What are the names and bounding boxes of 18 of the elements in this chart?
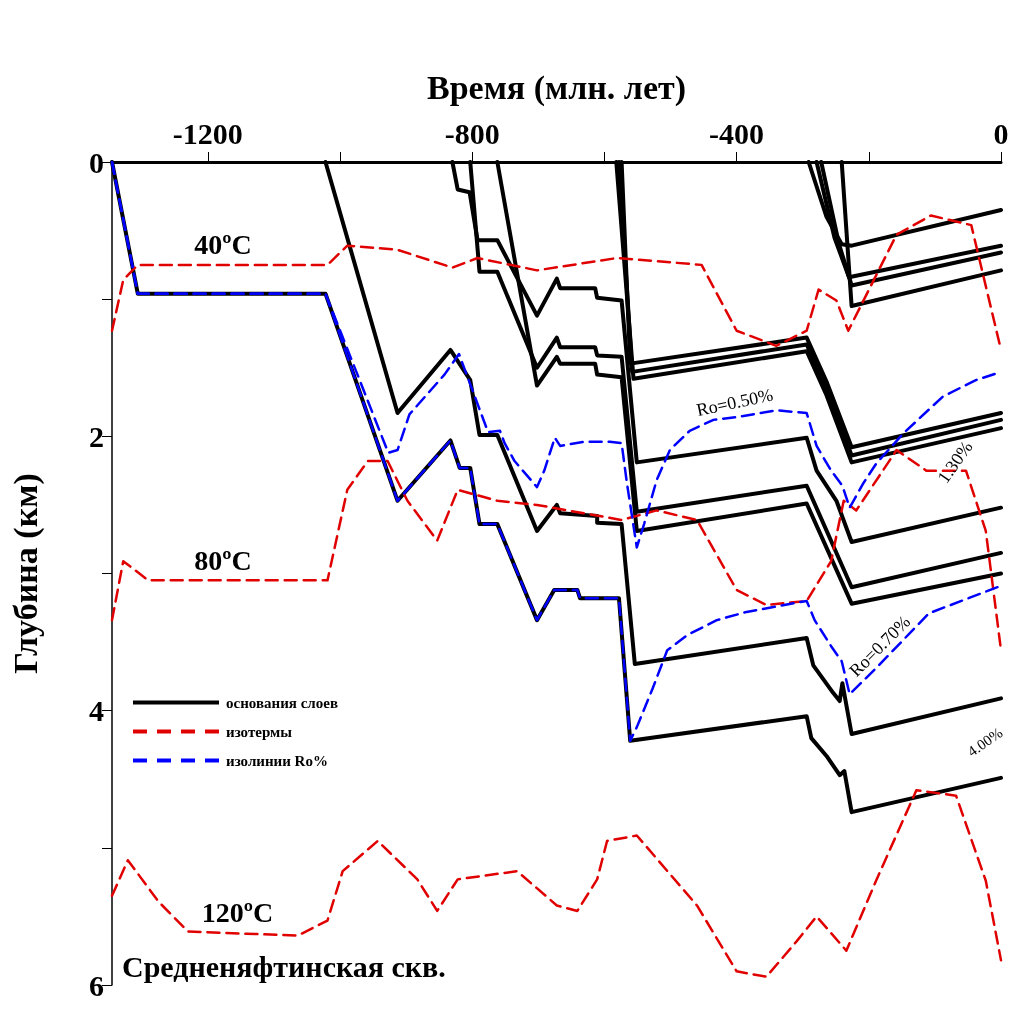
x-tick-label: -1200 <box>172 116 243 150</box>
x-tick-label: -400 <box>709 116 765 150</box>
y-tick-label: 0 <box>89 145 104 179</box>
y-tick-label: 6 <box>89 968 104 1002</box>
annotation: Ro=0.50% <box>694 384 775 421</box>
y-tick-label: 4 <box>89 694 104 728</box>
legend-label: основания слоев <box>226 694 339 711</box>
legend-label: изолинии Ro% <box>226 752 328 769</box>
legend-label: изотермы <box>226 723 293 740</box>
x-axis-title: Время (млн. лет) <box>426 68 687 107</box>
annotation: 80ºC <box>194 544 252 576</box>
x-tick-label: 0 <box>993 116 1009 150</box>
x-tick-label: -800 <box>444 116 500 150</box>
annotation: Средненяфтинская скв. <box>122 949 446 983</box>
annotation: 120ºC <box>201 897 274 929</box>
annotation: 40ºC <box>194 229 252 261</box>
y-axis-title: Глубина (км) <box>6 473 45 674</box>
y-tick-label: 2 <box>89 419 104 453</box>
